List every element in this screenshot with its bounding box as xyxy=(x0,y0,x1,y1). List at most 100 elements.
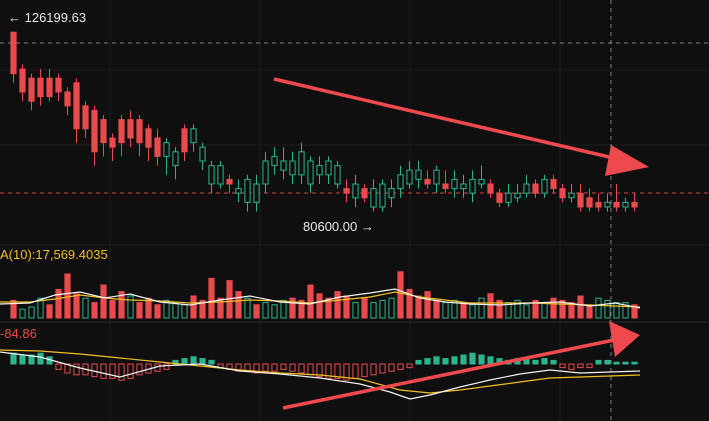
candle xyxy=(415,169,422,180)
macd-bar xyxy=(433,356,440,365)
macd-bar xyxy=(379,363,386,374)
macd-bar xyxy=(550,359,557,365)
candle xyxy=(478,178,485,185)
volume-bar xyxy=(271,304,278,319)
candle xyxy=(100,119,107,144)
macd-bar xyxy=(586,363,593,369)
candle xyxy=(235,188,242,194)
volume-bar xyxy=(622,302,629,319)
macd-bar xyxy=(109,363,116,379)
volume-bar xyxy=(559,299,566,319)
macd-bar xyxy=(181,358,188,365)
candle xyxy=(10,31,17,75)
volume-bar xyxy=(118,291,125,319)
candle xyxy=(307,160,314,185)
candle xyxy=(181,128,188,153)
volume-bar xyxy=(397,271,404,319)
candle xyxy=(622,201,629,208)
volume-bar xyxy=(73,293,80,319)
candle xyxy=(82,105,89,130)
volume-bar xyxy=(550,297,557,319)
macd-bar xyxy=(622,361,629,365)
macd-bar xyxy=(469,352,476,365)
volume-ma-lines xyxy=(0,288,641,309)
volume-bar xyxy=(541,302,548,319)
down-arrow-head xyxy=(605,145,649,176)
volume-bar xyxy=(208,277,215,319)
macd-bar xyxy=(406,363,413,369)
candle xyxy=(343,188,350,194)
macd-bar xyxy=(271,363,278,372)
volume-bar xyxy=(370,302,377,319)
candle xyxy=(451,178,458,190)
candle xyxy=(64,91,71,107)
volume-bar xyxy=(10,299,17,319)
macd-bar xyxy=(577,363,584,369)
candle xyxy=(136,119,143,144)
macd-bar xyxy=(424,358,431,365)
volume-bar xyxy=(37,297,44,319)
macd-bar xyxy=(28,354,35,365)
volume-bar xyxy=(19,308,26,319)
macd-bar xyxy=(100,363,107,379)
volume-bar xyxy=(388,297,395,319)
candle xyxy=(154,137,161,157)
candle xyxy=(352,183,359,199)
volume-bar xyxy=(64,273,71,319)
candle xyxy=(73,82,80,130)
candle xyxy=(541,178,548,194)
volume-bar xyxy=(604,299,611,319)
candle xyxy=(37,77,44,98)
volume-bar xyxy=(460,302,467,319)
volume-bar xyxy=(28,306,35,319)
candle xyxy=(532,183,539,194)
volume-bar xyxy=(577,295,584,319)
macd-bar xyxy=(352,363,359,379)
macd-bar xyxy=(307,363,314,376)
volume-bar xyxy=(325,297,332,319)
macd-bar xyxy=(118,363,125,381)
candle xyxy=(289,160,296,176)
volume-bar xyxy=(613,302,620,319)
candle xyxy=(190,128,197,144)
candle xyxy=(442,183,449,190)
macd-bar xyxy=(325,363,332,379)
high-price-label: ← 126199.63 xyxy=(8,10,87,25)
macd-bar xyxy=(136,363,143,376)
candle xyxy=(118,119,125,144)
macd-bar xyxy=(487,356,494,365)
volume-bar xyxy=(478,297,485,319)
volume-bar xyxy=(82,297,89,319)
volume-bar xyxy=(568,302,575,319)
volume-bar xyxy=(586,304,593,319)
volume-bar xyxy=(334,291,341,319)
volume-bar xyxy=(199,299,206,319)
macd-bar xyxy=(415,359,422,365)
candle xyxy=(262,160,269,185)
volume-bar xyxy=(316,293,323,319)
candle xyxy=(586,197,593,208)
macd-bar xyxy=(604,359,611,365)
volume-bar xyxy=(595,297,602,319)
volume-bar xyxy=(280,299,287,319)
macd-bar xyxy=(190,356,197,365)
macd-bar xyxy=(73,363,80,376)
macd-bar xyxy=(10,352,17,365)
volume-bar xyxy=(127,295,134,319)
volume-bar xyxy=(424,291,431,319)
macd-bar xyxy=(127,363,134,379)
volume-ma-label: A(10):17,569.4035 xyxy=(0,247,108,262)
candle xyxy=(550,178,557,190)
macd-bar xyxy=(262,363,269,372)
volume-bar xyxy=(361,297,368,319)
candle xyxy=(280,160,287,171)
down-trend-arrow xyxy=(273,77,623,162)
volume-bar xyxy=(307,284,314,319)
candle xyxy=(397,174,404,190)
macd-bar xyxy=(298,363,305,374)
volume-bar xyxy=(109,299,116,319)
macd-bar xyxy=(541,358,548,365)
